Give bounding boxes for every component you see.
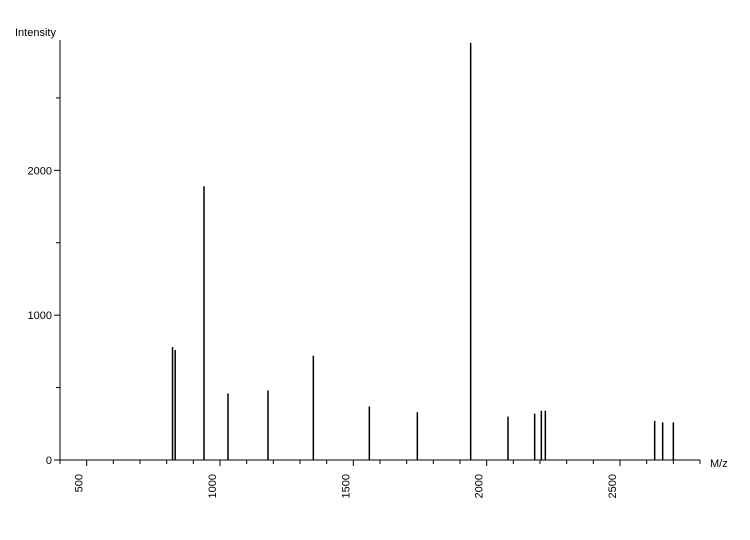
svg-text:2000: 2000: [474, 474, 486, 498]
x-axis-label: M/z: [710, 458, 728, 470]
svg-text:500: 500: [74, 474, 86, 492]
svg-text:2000: 2000: [28, 165, 52, 177]
chart-svg: 0 1000 2000 500 1000 1500 2000 2500: [0, 0, 750, 540]
y-axis-label: Intensity: [15, 27, 56, 39]
svg-text:1000: 1000: [28, 310, 52, 322]
mass-spectrum-chart: 0 1000 2000 500 1000 1500 2000 2500 Intensity M…: [0, 0, 750, 540]
svg-text:0: 0: [46, 455, 52, 467]
svg-text:1500: 1500: [340, 474, 352, 498]
svg-text:2500: 2500: [607, 474, 619, 498]
svg-text:1000: 1000: [207, 474, 219, 498]
